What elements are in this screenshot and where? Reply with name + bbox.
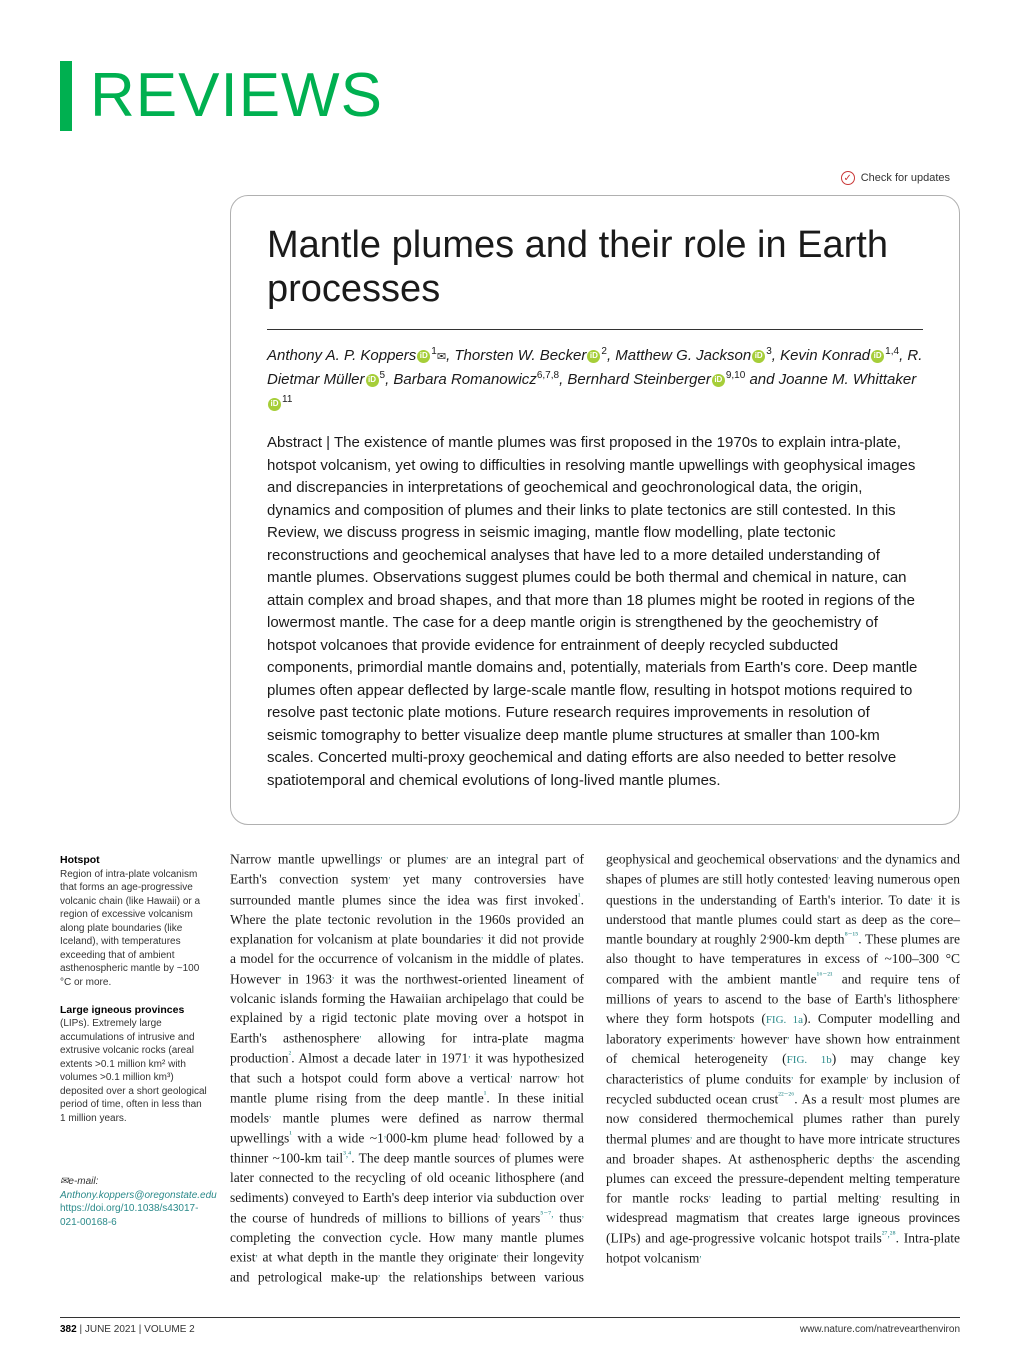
orcid-icon[interactable]: iD (871, 350, 884, 363)
footer-url[interactable]: www.nature.com/natrevearthenviron (800, 1324, 960, 1335)
check-updates-badge[interactable]: ✓ Check for updates (60, 171, 950, 185)
contact-block: ✉e-mail: Anthony.koppers@oregonstate.edu… (60, 1175, 210, 1229)
page-footer: 382 | JUNE 2021 | VOLUME 2 www.nature.co… (60, 1317, 960, 1335)
figure-ref[interactable]: FIG. 1b (787, 1054, 832, 1066)
footer-left: 382 | JUNE 2021 | VOLUME 2 (60, 1324, 195, 1335)
orcid-icon[interactable]: iD (366, 374, 379, 387)
orcid-icon[interactable]: iD (268, 398, 281, 411)
orcid-icon[interactable]: iD (712, 374, 725, 387)
accent-bar (60, 61, 72, 131)
figure-ref[interactable]: FIG. 1a (766, 1014, 803, 1026)
body-text: Narrow mantle upwellings, or plumes, are… (230, 849, 960, 1287)
glossary-def: (LIPs). Extremely large accumulations of… (60, 1017, 210, 1125)
glossary-entry: Hotspot Region of intra-plate volcanism … (60, 853, 210, 989)
section-label: REVIEWS (90, 60, 383, 131)
glossary-term: Hotspot (60, 853, 210, 867)
glossary-term: Large igneous provinces (60, 1003, 210, 1017)
title-rule (267, 329, 923, 330)
article-title: Mantle plumes and their role in Earth pr… (267, 224, 923, 311)
main-grid: Hotspot Region of intra-plate volcanism … (60, 849, 960, 1287)
journal-header: REVIEWS (60, 60, 960, 131)
issue-date: JUNE 2021 (85, 1324, 136, 1335)
orcid-icon[interactable]: iD (417, 350, 430, 363)
email-address[interactable]: Anthony.koppers@oregonstate.edu (60, 1190, 217, 1201)
corresponding-icon: ✉ (437, 351, 446, 363)
orcid-icon[interactable]: iD (752, 350, 765, 363)
email-line: ✉e-mail: Anthony.koppers@oregonstate.edu (60, 1175, 210, 1202)
page-number: 382 (60, 1324, 77, 1335)
updates-icon: ✓ (841, 171, 855, 185)
volume: VOLUME 2 (144, 1324, 195, 1335)
email-label: ✉e-mail: (60, 1176, 98, 1187)
doi-link[interactable]: https://doi.org/10.1038/s43017-021-00168… (60, 1202, 210, 1229)
author-list: Anthony A. P. KoppersiD1✉, Thorsten W. B… (267, 344, 923, 416)
updates-label: Check for updates (861, 172, 950, 184)
article-header-box: Mantle plumes and their role in Earth pr… (230, 195, 960, 825)
sidebar: Hotspot Region of intra-plate volcanism … (60, 849, 230, 1287)
glossary-entry: Large igneous provinces (LIPs). Extremel… (60, 1003, 210, 1125)
glossary-def: Region of intra-plate volcanism that for… (60, 868, 210, 990)
abstract: Abstract | The existence of mantle plume… (267, 432, 923, 792)
orcid-icon[interactable]: iD (587, 350, 600, 363)
